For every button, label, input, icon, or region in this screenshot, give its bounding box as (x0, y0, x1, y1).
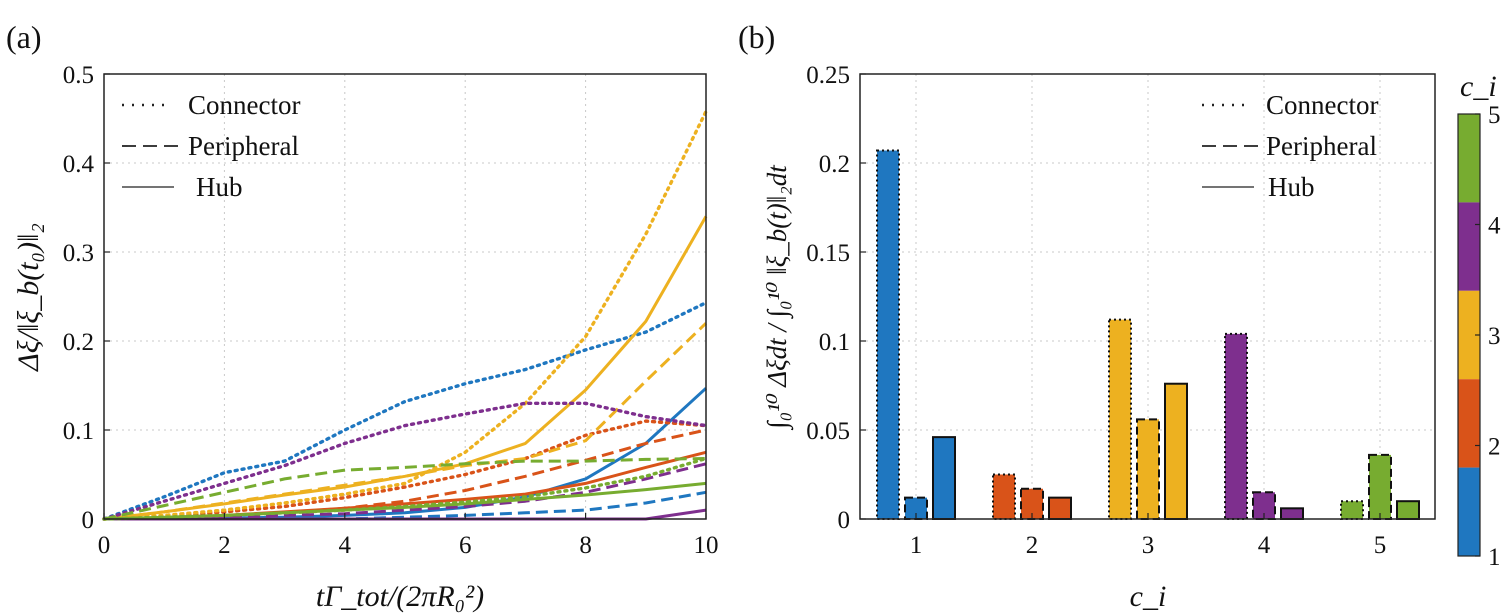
panel-a-xtick-label: 2 (218, 532, 231, 559)
bar-hub-c4 (1280, 507, 1304, 521)
series-line-c2-connector (102, 419, 708, 521)
bar-hub-c2 (1048, 496, 1072, 521)
legend-a-hub-label: Hub (196, 172, 243, 202)
bar-connector-c4 (1224, 332, 1248, 520)
bar-hub-c1 (932, 436, 956, 520)
panel-b-ytick-label: 0.05 (806, 418, 850, 445)
panel-a-ytick-label: 0.4 (63, 151, 95, 178)
colorbar-segment-c5 (1458, 114, 1480, 203)
colorbar-segment-c3 (1458, 290, 1480, 380)
panel-a-ytick-label: 0.5 (63, 62, 94, 89)
colorbar-tick-label: 2 (1488, 434, 1501, 461)
series-line-c3-peripheral (103, 322, 708, 521)
panel-b-xtick-label: 2 (1026, 532, 1039, 559)
colorbar-tick-label: 4 (1488, 213, 1501, 240)
series-line-c5-hub (103, 481, 707, 521)
panel-b-grid (860, 73, 1435, 520)
panel-a-xtick-label: 8 (579, 532, 592, 559)
panel-a-xtick-label: 0 (98, 532, 111, 559)
panel-b-ytick-label: 0 (838, 507, 851, 534)
legend-a-connector-label: Connector (188, 90, 300, 120)
colorbar-segment-c2 (1458, 379, 1480, 468)
panel-b-xtick-label: 3 (1142, 532, 1155, 559)
panel-a-label: (a) (6, 19, 42, 55)
legend-a-peripheral-label: Peripheral (188, 131, 299, 161)
bar-peripheral-c4 (1252, 491, 1276, 520)
panel-b-xtick-label: 1 (910, 532, 923, 559)
panel-b-xlabel: c_i (1130, 580, 1167, 613)
colorbar-segment-c1 (1458, 467, 1480, 556)
series-line-c5-peripheral (103, 457, 707, 521)
bar-connector-c5 (1340, 500, 1364, 521)
panel-a-axes-box (103, 73, 707, 520)
panel-b-ytick-label: 0.25 (806, 62, 850, 89)
panel-a-ytick-label: 0.3 (63, 240, 94, 267)
bar-hub-c5 (1396, 500, 1420, 521)
series-line-c3-connector (102, 109, 708, 521)
bar-connector-c1 (876, 149, 900, 520)
panel-a-xtick-label: 10 (694, 532, 719, 559)
colorbar-tick-label: 3 (1488, 323, 1501, 350)
panel-a-series (102, 109, 708, 521)
colorbar-tick-label: 1 (1488, 544, 1501, 571)
bar-peripheral-c3 (1136, 418, 1160, 521)
panel-b-ticks: 1 2 3 4 5 0 0.05 0.1 0.15 0.2 0.25 (806, 62, 1386, 559)
series-line-c1-connector (102, 301, 708, 521)
legend-b-peripheral-label: Peripheral (1266, 131, 1377, 161)
colorbar: 1 2 3 4 5 (1457, 102, 1501, 571)
panel-b-ytick-label: 0.15 (806, 240, 850, 267)
bar-hub-c3 (1164, 382, 1188, 520)
colorbar-segment-c4 (1458, 202, 1480, 291)
panel-b-label: (b) (738, 19, 775, 55)
legend-b-connector-label: Connector (1266, 90, 1378, 120)
panel-a-xtick-label: 4 (339, 532, 352, 559)
bar-connector-c3 (1108, 318, 1132, 521)
series-line-c3-hub (103, 215, 708, 521)
panel-a-ytick-label: 0.2 (63, 329, 94, 356)
panel-a-legend: Connector Peripheral Hub (122, 90, 300, 202)
panel-a-xtick-label: 6 (459, 532, 472, 559)
panel-b-xtick-label: 4 (1258, 532, 1271, 559)
panel-a-xlabel: tΓ_tot/(2πR₀²) (316, 580, 484, 613)
panel-b-bars (876, 149, 1420, 521)
panel-b-legend: Connector Peripheral Hub (1202, 90, 1378, 202)
panel-a-ytick-label: 0.1 (63, 418, 94, 445)
panel-a-ylabel: Δξ/‖ξ_b(t₀)‖₂ (12, 223, 45, 372)
series-line-c4-connector (102, 401, 708, 521)
panel-b-ytick-label: 0.1 (819, 329, 850, 356)
colorbar-label: c_i (1460, 70, 1497, 103)
panel-a-ticks: 0 2 4 6 8 10 0 0.1 0.2 0.3 0.4 0.5 (63, 62, 719, 559)
panel-b-xtick-label: 5 (1374, 532, 1387, 559)
panel-b-ytick-label: 0.2 (819, 151, 850, 178)
legend-b-hub-label: Hub (1268, 172, 1315, 202)
bar-peripheral-c5 (1368, 453, 1392, 521)
bar-connector-c2 (992, 473, 1016, 520)
panel-a-ytick-label: 0 (82, 507, 95, 534)
panel-b-ylabel: ∫₀¹⁰ Δξdt / ∫₀¹⁰ ‖ξ_b(t)‖₂dt (762, 164, 794, 431)
colorbar-tick-label: 5 (1488, 102, 1501, 129)
